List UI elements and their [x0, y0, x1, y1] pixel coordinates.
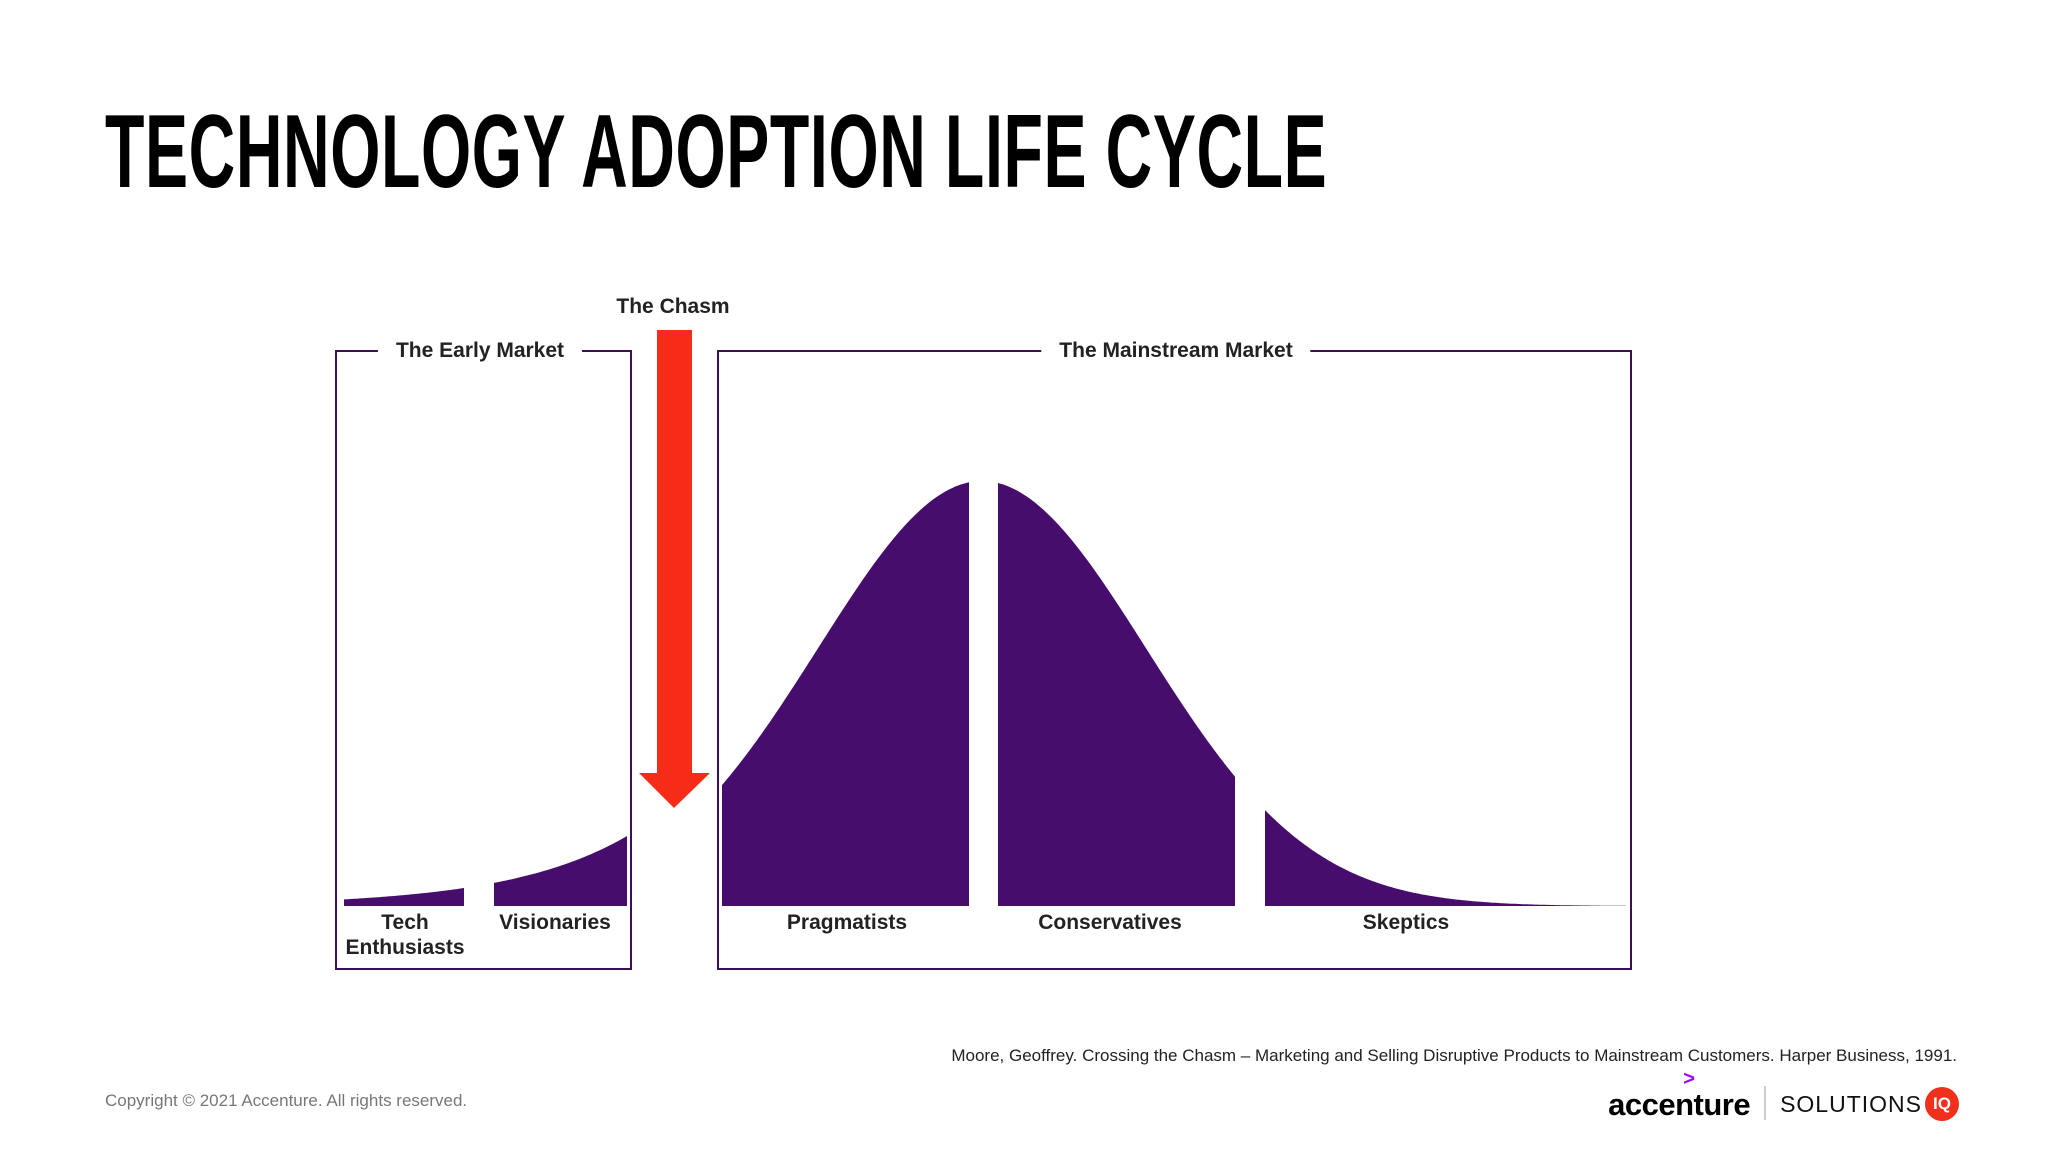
accenture-chevron-icon: >	[1683, 1068, 1695, 1090]
solutions-iq-logo-group: SOLUTIONS IQ	[1780, 1086, 1959, 1122]
accenture-logo: accenture	[1608, 1087, 1751, 1122]
logo-divider	[1764, 1086, 1767, 1120]
citation: Moore, Geoffrey. Crossing the Chasm – Ma…	[951, 1046, 1957, 1065]
chasm-arrow-icon	[639, 330, 710, 808]
segment-label-skeptics: Skeptics	[1362, 911, 1450, 934]
segment-label-pragmatists: Pragmatists	[786, 911, 908, 934]
chasm-label: The Chasm	[616, 295, 730, 318]
segment-tech-enthusiasts	[344, 888, 464, 906]
page-title: TECHNOLOGY ADOPTION LIFE CYCLE	[105, 94, 1328, 210]
early-market-label: The Early Market	[377, 338, 583, 364]
iq-badge-icon: IQ	[1925, 1087, 1959, 1121]
mainstream-market-label: The Mainstream Market	[1041, 338, 1311, 364]
segment-label-line: Tech	[381, 911, 429, 934]
accenture-logo-group: > accenture	[1608, 1068, 1751, 1122]
mainstream-market-box: The Mainstream Market	[717, 338, 1632, 970]
logo-row: > accenture SOLUTIONS IQ	[1608, 1068, 1959, 1122]
copyright: Copyright © 2021 Accenture. All rights r…	[105, 1091, 468, 1110]
segment-visionaries	[494, 836, 627, 906]
segment-label-conservatives: Conservatives	[1038, 911, 1182, 934]
segment-label-line: Enthusiasts	[345, 936, 465, 959]
segment-label-visionaries: Visionaries	[499, 911, 611, 934]
early-market-box: The Early Market	[335, 338, 632, 970]
segment-pragmatists	[722, 482, 969, 906]
segment-skeptics	[1265, 810, 1626, 906]
segment-label-tech-enthusiasts: Tech Enthusiasts	[345, 910, 464, 960]
solutions-iq-logo: SOLUTIONS	[1780, 1091, 1922, 1117]
segment-conservatives	[998, 483, 1235, 906]
